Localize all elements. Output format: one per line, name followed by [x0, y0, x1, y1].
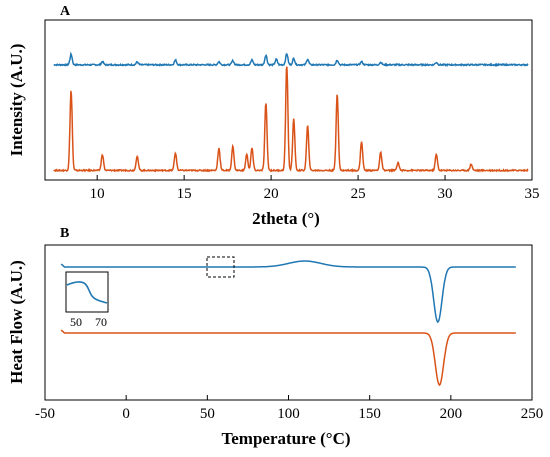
x-tick-label: 25 — [351, 186, 366, 202]
x-tick-label: 250 — [521, 406, 544, 422]
x-axis-title-b: Temperature (°C) — [221, 429, 350, 448]
x-axis-a: 10 15 20 25 30 35 — [90, 175, 540, 202]
plot-frame-b — [44, 244, 533, 401]
y-axis-title-a: Intensity (A.U.) — [7, 44, 26, 157]
x-tick-label: 30 — [438, 186, 453, 202]
x-tick-label: 20 — [264, 186, 279, 202]
inset: 50 70 — [65, 271, 109, 329]
series-line-blue — [60, 260, 516, 324]
series-line-orange — [60, 329, 516, 387]
x-tick-label: 150 — [358, 406, 381, 422]
series-line-orange — [53, 66, 529, 173]
x-tick-label: 15 — [177, 186, 192, 202]
x-axis-b: -50 0 50 100 150 200 250 — [35, 395, 543, 422]
x-tick-label: 0 — [122, 406, 130, 422]
panel-label-b: B — [60, 226, 69, 241]
series-group-a — [53, 51, 529, 173]
x-axis-title-a: 2theta (°) — [252, 209, 320, 228]
inset-tick-70: 70 — [95, 315, 107, 329]
y-axis-title-b: Heat Flow (A.U.) — [7, 260, 26, 384]
inset-frame — [65, 271, 109, 313]
x-tick-label: 100 — [277, 406, 300, 422]
inset-curve — [66, 281, 108, 304]
x-tick-label: 35 — [525, 186, 540, 202]
plot-frame-a — [44, 19, 533, 181]
series-group-b — [60, 260, 516, 387]
panel-label-a: A — [60, 4, 71, 19]
inset-tick-50: 50 — [70, 315, 82, 329]
x-tick-label: 10 — [90, 186, 105, 202]
x-tick-label: 200 — [440, 406, 463, 422]
x-tick-label: -50 — [35, 406, 55, 422]
series-line-blue — [53, 51, 529, 68]
x-tick-label: 50 — [200, 406, 215, 422]
zoom-region-box — [206, 256, 235, 278]
